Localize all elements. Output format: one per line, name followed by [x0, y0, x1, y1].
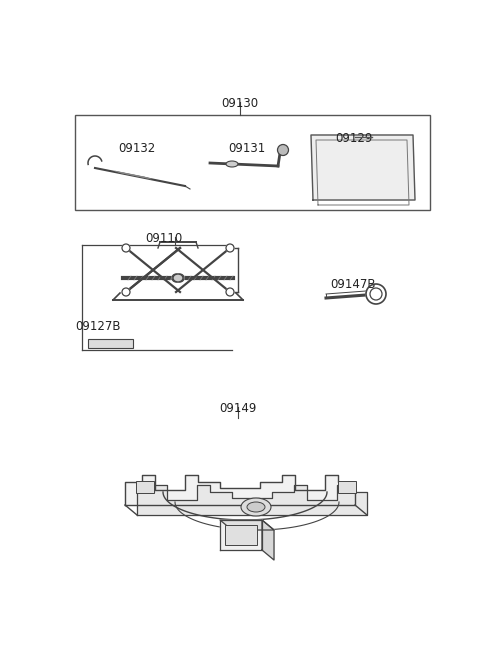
- Bar: [75, 115, 430, 210]
- Ellipse shape: [277, 145, 288, 155]
- Polygon shape: [220, 520, 274, 530]
- Circle shape: [122, 288, 130, 296]
- Text: 09110: 09110: [145, 232, 182, 245]
- Text: 09130: 09130: [221, 97, 259, 110]
- Text: 09149: 09149: [219, 402, 257, 415]
- Polygon shape: [311, 135, 415, 200]
- Text: 09127B: 09127B: [75, 320, 120, 333]
- Bar: [88, 339, 133, 348]
- Ellipse shape: [241, 498, 271, 516]
- Ellipse shape: [247, 502, 265, 512]
- Polygon shape: [262, 520, 274, 560]
- Bar: [225, 525, 257, 545]
- Circle shape: [226, 244, 234, 252]
- Circle shape: [366, 284, 386, 304]
- Circle shape: [226, 288, 234, 296]
- Bar: [338, 481, 356, 493]
- Text: 09147B: 09147B: [330, 278, 375, 291]
- Circle shape: [122, 244, 130, 252]
- Polygon shape: [125, 475, 355, 505]
- Text: 09129: 09129: [335, 132, 372, 145]
- Polygon shape: [220, 520, 262, 550]
- Ellipse shape: [173, 274, 183, 282]
- Text: 09132: 09132: [118, 142, 155, 155]
- Circle shape: [176, 274, 184, 282]
- Text: 09131: 09131: [228, 142, 265, 155]
- Circle shape: [172, 274, 180, 282]
- Polygon shape: [137, 485, 367, 515]
- Ellipse shape: [226, 161, 238, 167]
- Bar: [136, 481, 154, 493]
